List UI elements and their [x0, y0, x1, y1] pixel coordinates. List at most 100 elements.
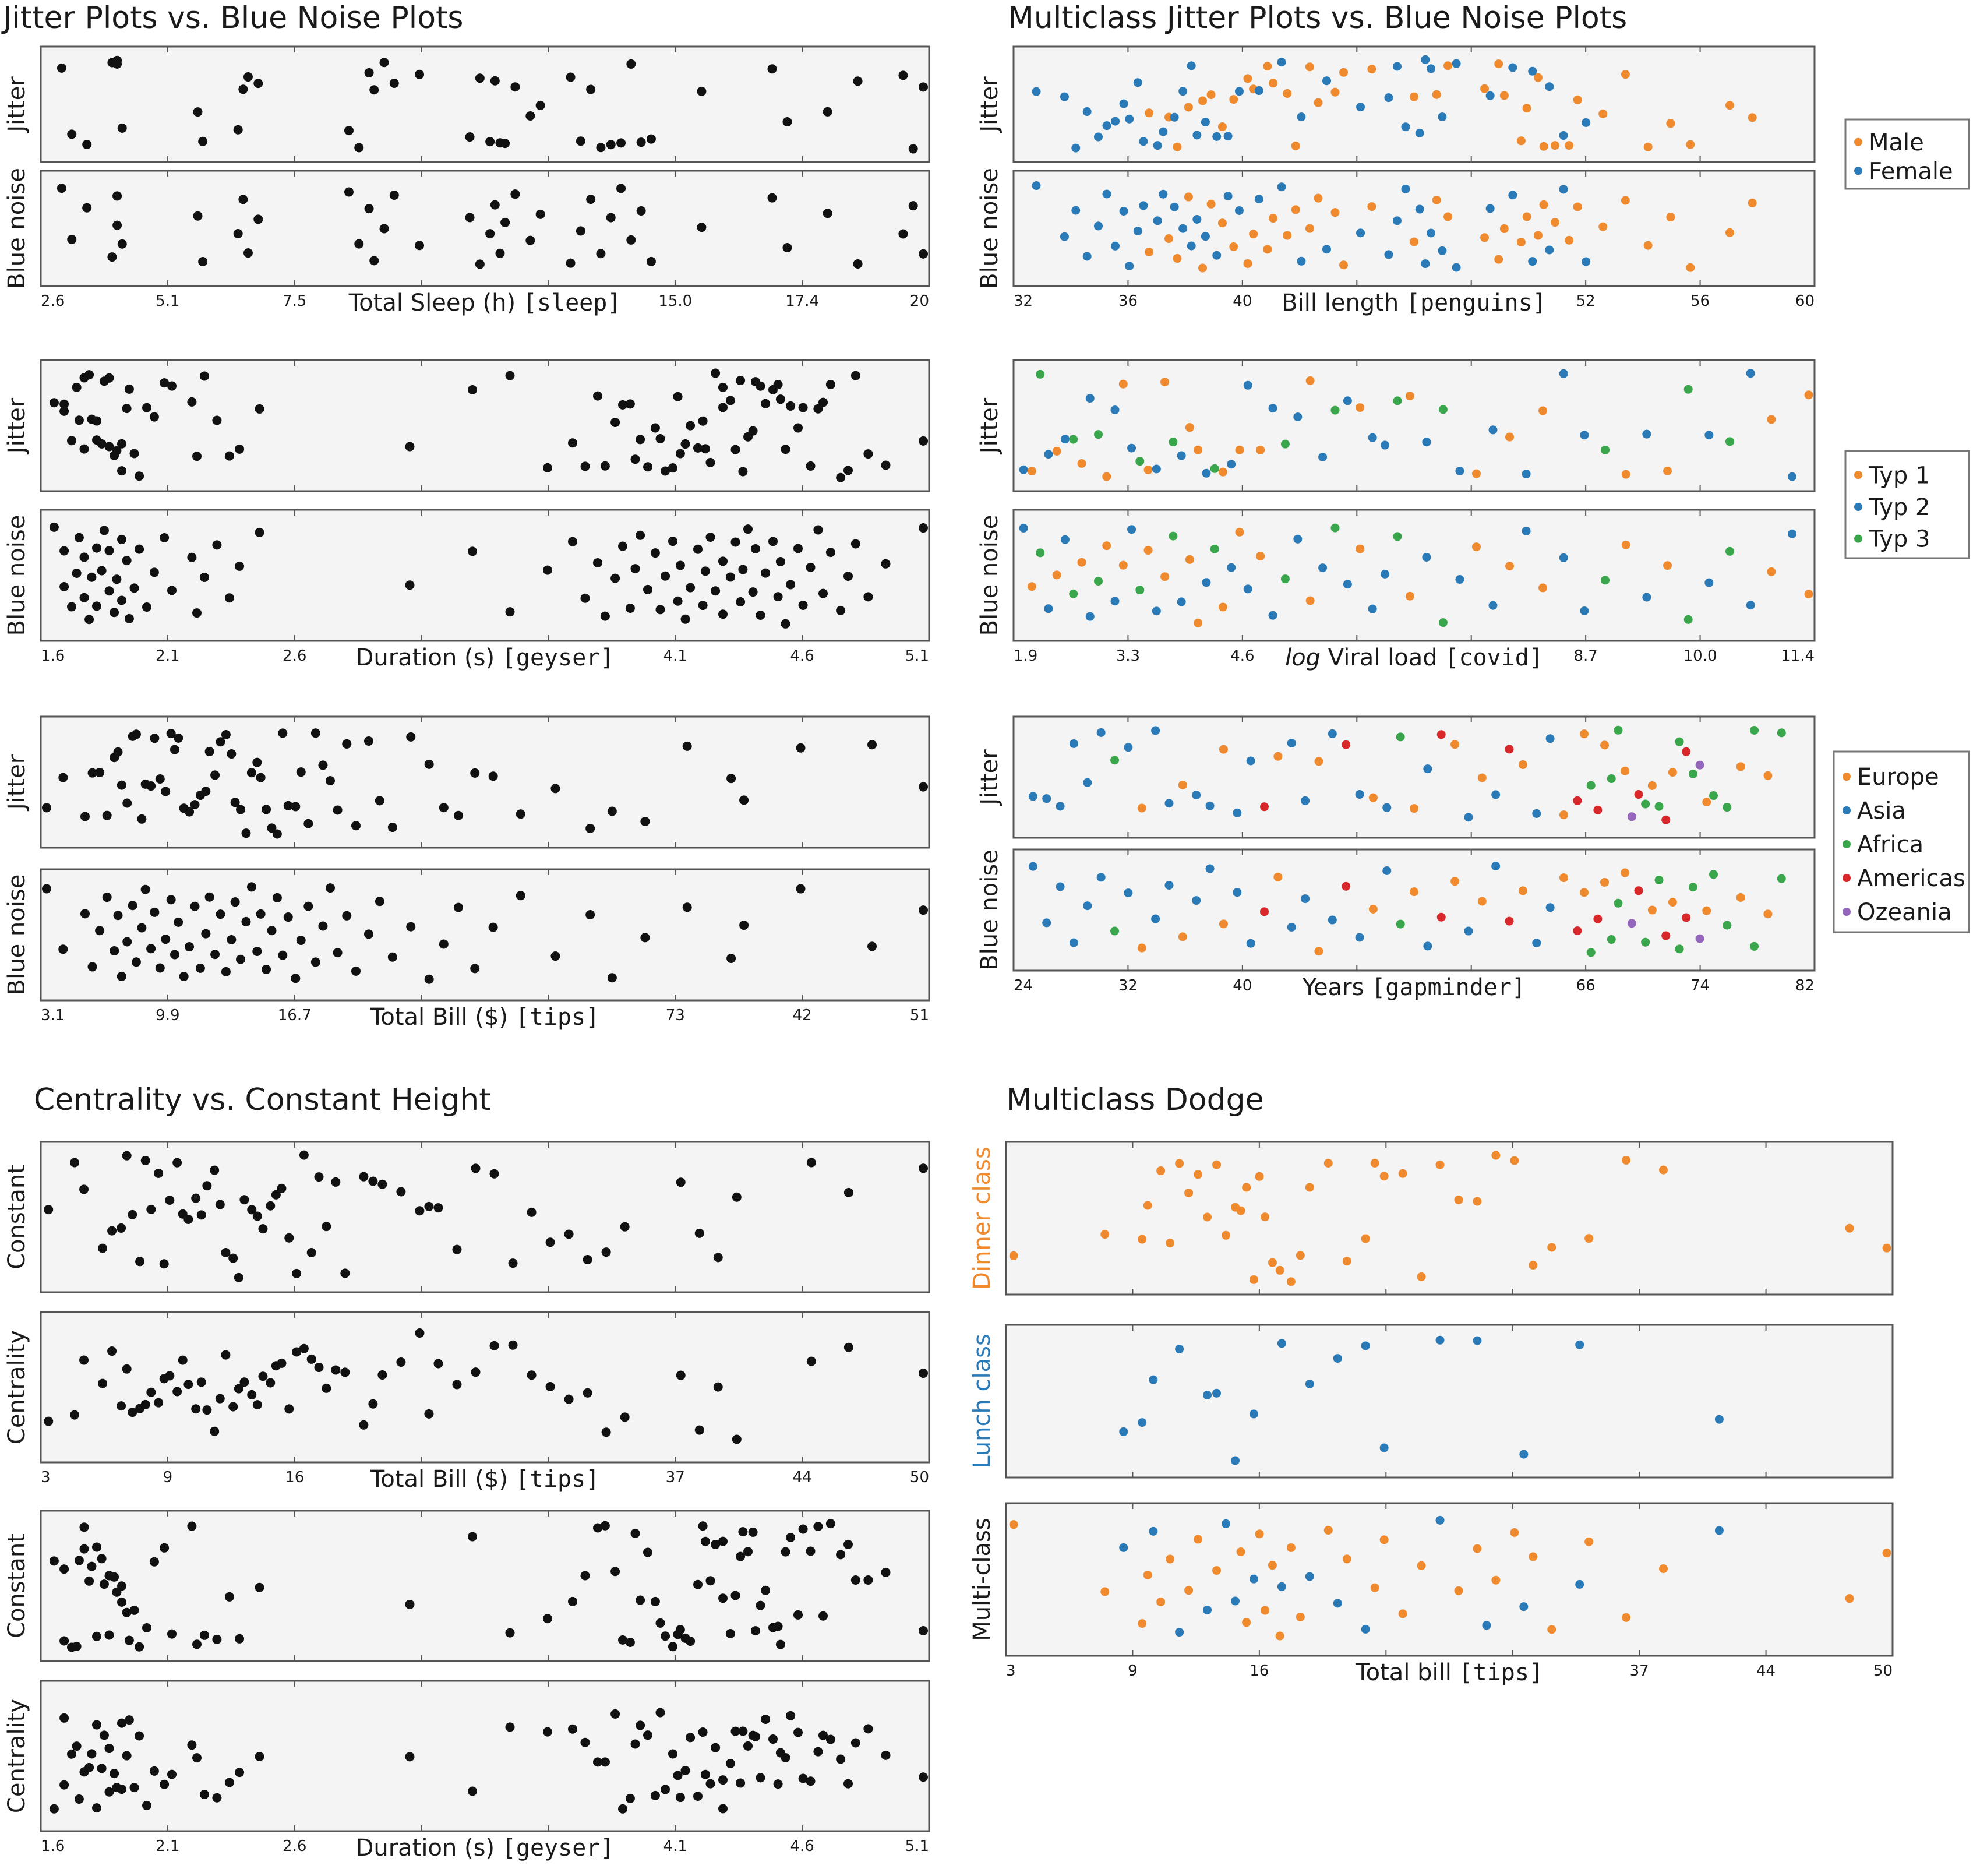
tick-label: 10.0: [1683, 647, 1717, 665]
data-point: [610, 1709, 620, 1719]
tick-label: 60: [1795, 292, 1815, 310]
data-point: [415, 241, 425, 251]
data-point: [1137, 803, 1146, 813]
data-point: [1056, 802, 1065, 811]
data-point: [825, 548, 835, 558]
data-point: [1184, 103, 1193, 112]
data-point: [167, 1769, 177, 1779]
data-point: [1621, 868, 1630, 877]
tick-label: 36: [1118, 292, 1138, 310]
data-point: [104, 442, 114, 452]
data-point: [74, 533, 84, 542]
data-point: [908, 201, 918, 211]
data-point: [1683, 385, 1693, 394]
data-point: [1494, 59, 1503, 69]
data-point: [1435, 1335, 1445, 1345]
data-point: [1082, 107, 1092, 117]
tick-label: 37: [666, 1469, 685, 1486]
row-label: Multi-class: [969, 1518, 996, 1641]
data-point: [202, 1405, 212, 1415]
tick-label: 51: [910, 1007, 929, 1024]
data-point: [625, 603, 635, 613]
data-point: [1330, 87, 1340, 97]
data-point: [1423, 941, 1432, 951]
data-point: [84, 615, 94, 625]
data-point: [1455, 575, 1464, 584]
data-point: [1582, 257, 1591, 266]
data-point: [1454, 1195, 1463, 1204]
data-point: [1485, 204, 1495, 213]
data-point: [1044, 604, 1053, 613]
data-point: [406, 732, 416, 742]
data-point: [610, 417, 620, 427]
data-point: [80, 812, 90, 821]
data-point: [1582, 118, 1591, 127]
data-point: [736, 376, 746, 386]
data-point: [354, 143, 364, 153]
data-point: [1223, 192, 1233, 201]
data-point: [135, 1257, 145, 1267]
data-point: [919, 1369, 928, 1378]
data-point: [1242, 1618, 1251, 1627]
axis-title-text: Total Sleep (h): [348, 290, 523, 316]
data-point: [718, 609, 728, 619]
data-point: [796, 884, 806, 894]
panel-frame: [1012, 509, 1816, 642]
data-point: [1464, 926, 1473, 936]
data-point: [1598, 109, 1608, 118]
data-point: [405, 1599, 415, 1609]
data-point: [117, 971, 126, 981]
data-point: [122, 798, 132, 808]
data-point: [389, 78, 399, 88]
data-point: [92, 543, 101, 553]
data-point: [1622, 1155, 1631, 1165]
data-point: [1477, 773, 1487, 782]
data-point: [1149, 1526, 1158, 1536]
data-point: [149, 1557, 159, 1567]
data-point: [210, 770, 220, 780]
tick-label: 2.6: [283, 1838, 306, 1855]
data-point: [1194, 445, 1203, 454]
data-point: [616, 184, 626, 193]
data-point: [636, 530, 645, 540]
data-point: [593, 391, 602, 401]
data-point: [863, 592, 873, 602]
data-point: [424, 974, 434, 984]
tick-label: 1.6: [41, 647, 65, 665]
data-point: [1069, 739, 1078, 749]
data-point: [1169, 438, 1178, 447]
data-point: [1686, 140, 1695, 149]
panel-geyser_b-0: Constant: [3, 1510, 930, 1662]
data-point: [739, 921, 749, 930]
data-point: [489, 1169, 499, 1179]
row-label: Jitter: [3, 76, 30, 134]
data-point: [170, 745, 179, 754]
axis-title-dataset: [geyser]: [502, 644, 615, 671]
data-point: [1379, 1443, 1389, 1452]
data-point: [117, 1401, 126, 1411]
data-point: [881, 559, 891, 569]
data-point: [303, 819, 313, 828]
data-point: [646, 134, 656, 144]
data-point: [124, 1635, 134, 1645]
data-point: [725, 396, 735, 405]
data-point: [543, 565, 552, 575]
data-point: [725, 572, 735, 582]
panel-frame: [40, 1311, 930, 1464]
data-point: [117, 534, 126, 544]
data-point: [227, 749, 237, 759]
data-point: [1621, 540, 1630, 549]
data-point: [711, 586, 721, 596]
data-point: [697, 86, 707, 96]
data-point: [1368, 433, 1377, 442]
axis-title: Total Bill ($) [tips]: [370, 1466, 600, 1493]
data-point: [87, 1749, 97, 1759]
data-point: [129, 449, 139, 459]
data-point: [1333, 1354, 1342, 1363]
axis-title-dataset: [sleep]: [523, 290, 622, 316]
data-point: [580, 593, 590, 603]
data-point: [1575, 1340, 1584, 1349]
data-point: [1077, 459, 1086, 468]
data-point: [112, 59, 122, 69]
